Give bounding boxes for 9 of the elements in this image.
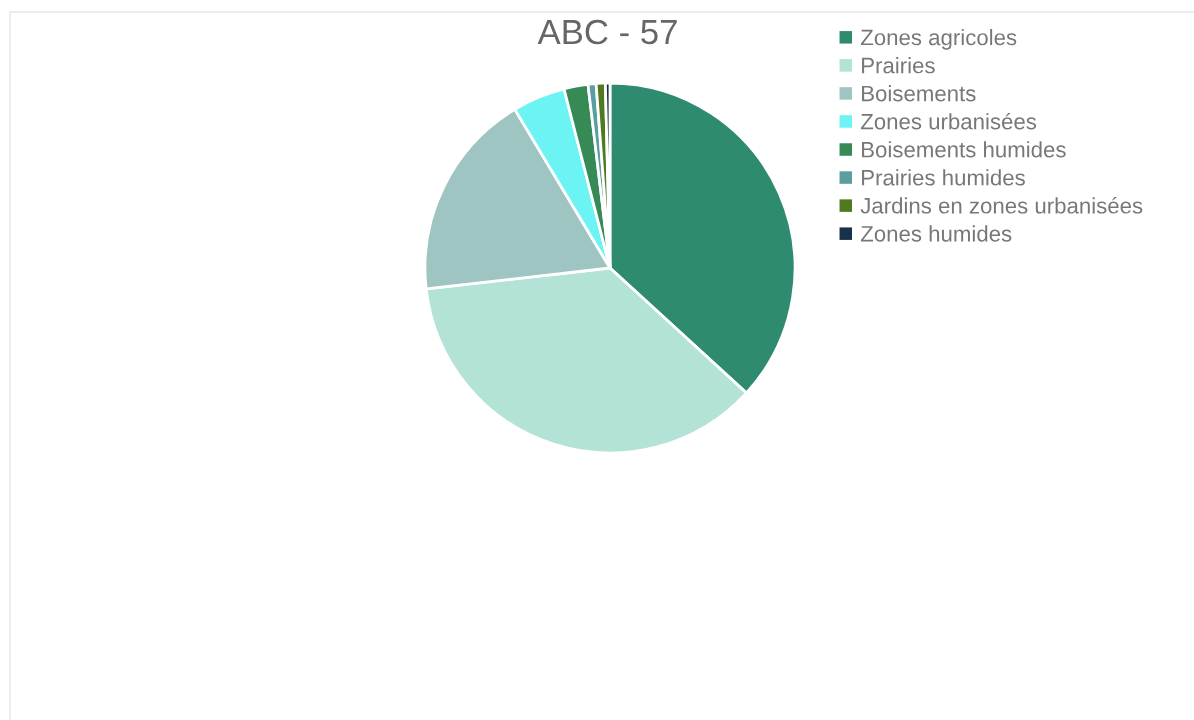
legend-label: Jardins en zones urbanisées bbox=[860, 197, 1143, 214]
legend-label: Zones humides bbox=[860, 225, 1012, 242]
legend-label: Prairies bbox=[862, 57, 935, 74]
legend-label: Zones agricoles bbox=[860, 29, 1017, 50]
legend-label: Prairies humides bbox=[862, 169, 1025, 186]
legend-label: Boisements bbox=[862, 85, 976, 102]
legend-label: Boisements humides bbox=[862, 141, 1066, 158]
chart-title: ABC - 57 bbox=[537, 19, 677, 45]
legend-label: Zones urbanisées bbox=[860, 112, 1037, 130]
